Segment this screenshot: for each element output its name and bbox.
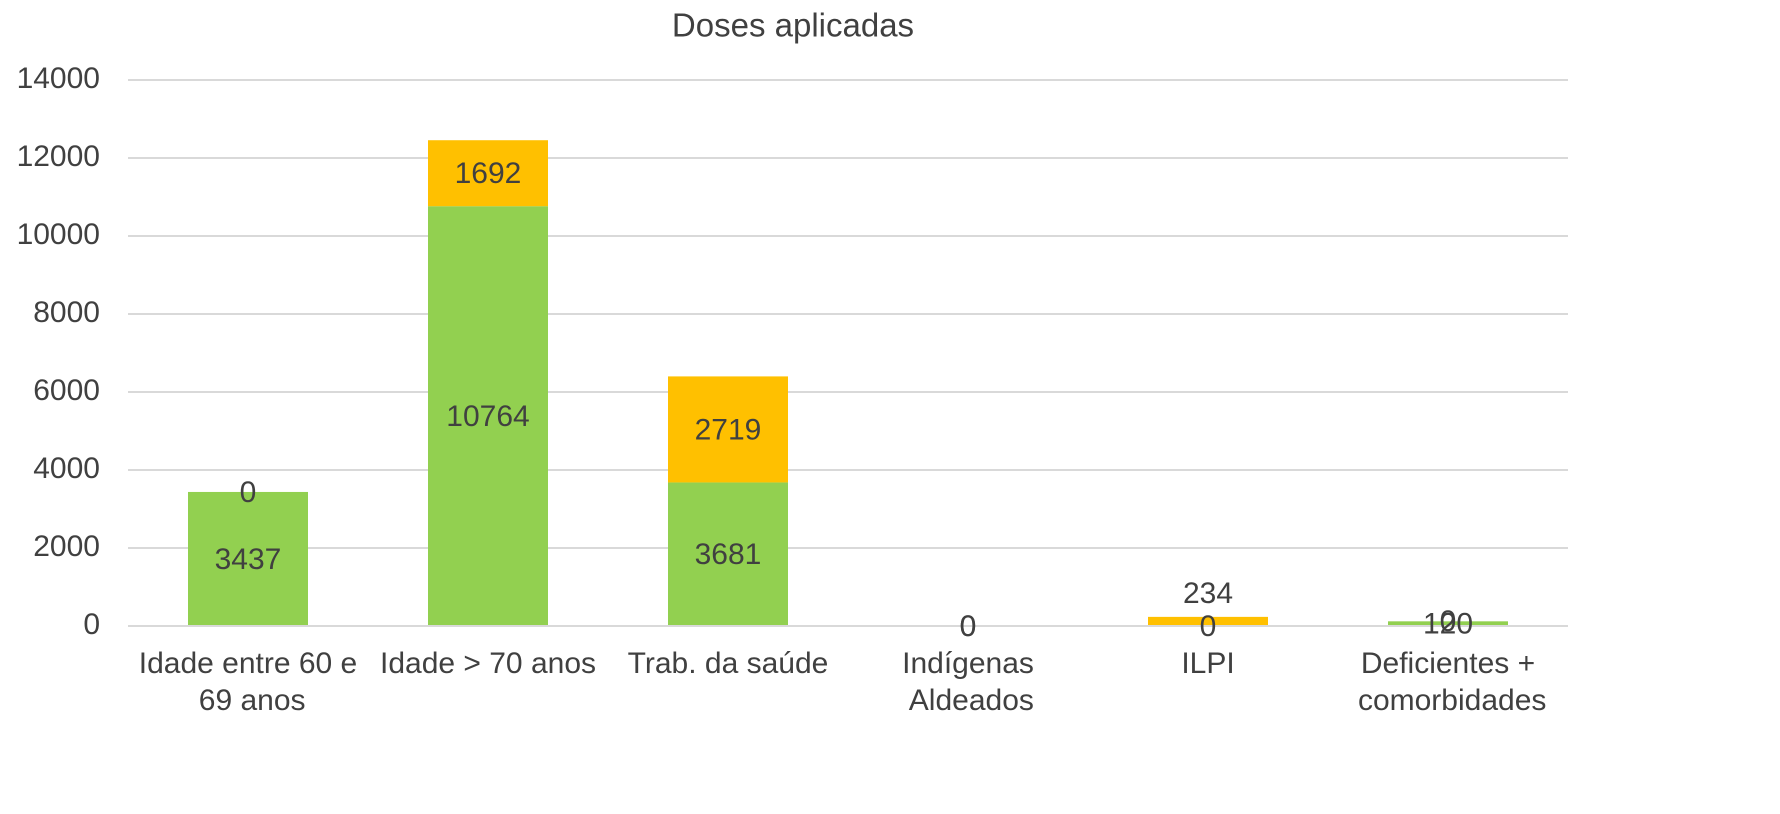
y-tick-label: 2000 — [33, 530, 100, 563]
y-tick-label: 10000 — [17, 218, 100, 251]
bar-segment — [428, 206, 548, 627]
bar-segment — [668, 482, 788, 626]
bar-segment — [1148, 616, 1268, 626]
data-label: 1692 — [455, 157, 522, 190]
x-tick-label: Idade > 70 anos — [380, 647, 596, 680]
y-tick-label: 6000 — [33, 374, 100, 407]
data-label: 3681 — [695, 538, 762, 571]
data-label: 3437 — [215, 543, 282, 576]
data-label: 0 — [960, 610, 977, 643]
bar-segment — [428, 140, 548, 207]
chart-title: Doses aplicadas — [672, 7, 914, 44]
bar-segment — [668, 376, 788, 483]
data-label: 0 — [240, 476, 257, 509]
x-tick-label: Indígenas Aldeados — [902, 647, 1034, 717]
x-tick-label: ILPI — [1181, 647, 1234, 680]
bar-segment — [1388, 621, 1508, 626]
data-label: 234 — [1183, 577, 1233, 610]
data-label: 120 — [1423, 608, 1473, 641]
x-tick-label: Deficientes + comorbidades — [1350, 647, 1547, 717]
y-tick-label: 4000 — [33, 452, 100, 485]
y-tick-label: 0 — [83, 608, 100, 641]
data-label: 10764 — [446, 400, 529, 433]
y-tick-label: 8000 — [33, 296, 100, 329]
data-label: 0 — [960, 610, 977, 643]
data-label: 2719 — [695, 413, 762, 446]
y-tick-label: 14000 — [17, 62, 100, 95]
x-tick-label: Trab. da saúde — [628, 647, 829, 680]
x-tick-label: Idade entre 60 e 69 anos — [139, 647, 358, 717]
y-tick-label: 12000 — [17, 140, 100, 173]
data-label: 0 — [1200, 610, 1217, 643]
data-label: 0 — [1440, 605, 1457, 638]
bar-segment — [188, 491, 308, 626]
